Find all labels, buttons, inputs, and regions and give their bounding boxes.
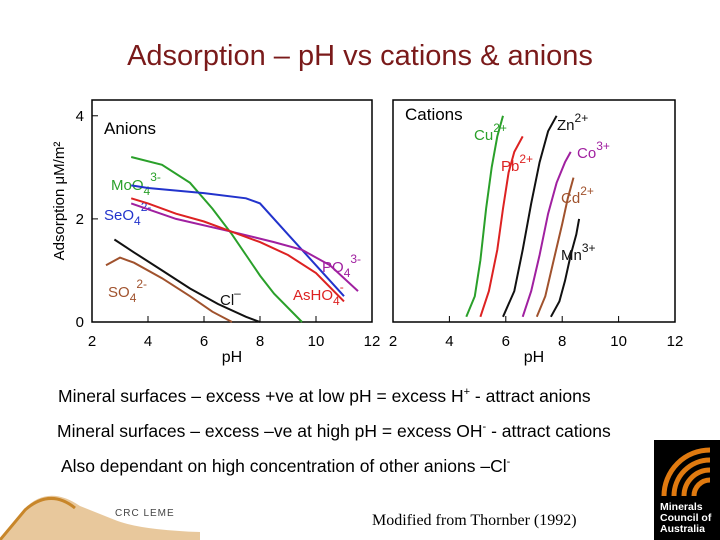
series-label: SeO42- — [104, 200, 151, 228]
bullet-2: Mineral surfaces – excess –ve at high pH… — [57, 421, 611, 442]
panel-cations: 2 4 6 8 10 12pHCationsCu2+Pb2+Zn2+Co3+Cd2+Mn3… — [389, 99, 684, 366]
series-line — [550, 218, 581, 318]
x-tick-label: 6 — [200, 333, 208, 350]
series-label-sub: 4 — [333, 294, 340, 308]
y-tick-label: 2 — [76, 211, 84, 228]
x-tick-label: 12 — [364, 333, 381, 350]
bullet-2-tail: - attract cations — [486, 421, 611, 441]
series-line — [131, 184, 345, 297]
source-credit: Modified from Thornber (1992) — [372, 512, 577, 529]
series-line — [465, 115, 504, 318]
x-tick-label: 10 — [610, 333, 627, 350]
series-line — [535, 177, 575, 318]
series-label-charge: 3- — [150, 170, 161, 184]
bullet-3: Also dependant on high concentration of … — [61, 456, 510, 477]
series-label-charge: 2+ — [519, 152, 533, 166]
y-tick-label: 0 — [76, 314, 84, 331]
series-label: MoO43- — [111, 170, 161, 198]
series-label-name: Pb — [501, 158, 519, 175]
series-label-sub: 4 — [130, 291, 137, 305]
series-label-charge: 3- — [350, 252, 361, 266]
series-label-sub: 4 — [344, 266, 351, 280]
series-label-charge: 2- — [141, 200, 152, 214]
series-label-sub: 4 — [134, 214, 141, 228]
x-axis-label: pH — [524, 349, 544, 366]
bullet-1-sup: + — [463, 386, 471, 399]
crc-leme-text: CRC LEME — [115, 508, 175, 519]
bullet-1: Mineral surfaces – excess +ve at low pH … — [58, 386, 591, 407]
mca-line-3: Australia — [660, 523, 705, 535]
x-tick-label: 8 — [256, 333, 264, 350]
x-tick-label: 2 — [88, 333, 96, 350]
series-label-sub: 4 — [144, 184, 151, 198]
slide-title: Adsorption – pH vs cations & anions — [127, 40, 593, 72]
crc-leme-logo: CRC LEME — [0, 495, 200, 540]
y-tick-label: 4 — [76, 108, 84, 125]
series-label-charge: 2+ — [493, 121, 507, 135]
series-label-charge: - — [340, 280, 344, 294]
series-label-charge: 3+ — [582, 241, 596, 255]
series-line — [130, 156, 303, 323]
series-label-name: Cu — [474, 127, 493, 144]
series-line — [130, 202, 359, 292]
series-label: Cu2+ — [474, 121, 507, 144]
series-label: AsHO4- — [293, 280, 344, 308]
series-label: Cl– — [220, 286, 241, 309]
bullet-2-text: Mineral surfaces – excess –ve at high pH… — [57, 421, 483, 441]
minerals-council-logo: Minerals Council of Australia — [654, 440, 720, 540]
plot-frame — [392, 99, 676, 323]
series-line — [479, 135, 524, 318]
bullet-3-text: Also dependant on high concentration of … — [61, 456, 507, 476]
series-label: PO43- — [322, 252, 361, 280]
series-label: Zn2+ — [557, 111, 588, 134]
series-label-charge: 3+ — [596, 139, 610, 153]
x-tick-label: 4 — [144, 333, 152, 350]
series-line — [113, 238, 261, 323]
panel-title: Cations — [405, 105, 463, 124]
series-label: Mn3+ — [561, 241, 596, 264]
series-line — [521, 151, 572, 318]
series-label-charge: 2- — [136, 277, 147, 291]
y-axis-label: Adsorption μM/m² — [51, 142, 68, 261]
x-tick-label: 4 — [445, 333, 453, 350]
series-label-name: Cl — [220, 292, 234, 309]
panel-title: Anions — [104, 119, 156, 138]
series-label-charge: 2+ — [580, 184, 594, 198]
mca-line-1: Minerals — [660, 501, 703, 513]
series-line — [130, 197, 345, 303]
series-label: Co3+ — [577, 139, 610, 162]
series-label-name: AsHO — [293, 287, 333, 304]
mca-arc-icon — [661, 447, 711, 497]
x-tick-label: 6 — [502, 333, 510, 350]
series-label: SO42- — [108, 277, 147, 305]
x-axis-label: pH — [222, 349, 242, 366]
mca-line-2: Council of — [660, 512, 712, 524]
series-label-name: SeO — [104, 207, 134, 224]
bullet-3-sup: - — [506, 456, 511, 469]
series-label-name: Cd — [561, 190, 580, 207]
series-label-name: MoO — [111, 177, 144, 194]
series-label-name: SO — [108, 284, 130, 301]
series-label-name: Zn — [557, 117, 575, 134]
x-tick-label: 2 — [389, 333, 397, 350]
bullet-1-text: Mineral surfaces – excess +ve at low pH … — [58, 386, 464, 406]
series-label-name: PO — [322, 259, 344, 276]
series-line — [105, 256, 233, 323]
bullet-1-tail: - attract anions — [470, 386, 591, 406]
series-label-charge: – — [234, 286, 241, 300]
series-label-name: Co — [577, 145, 596, 162]
series-label-name: Mn — [561, 247, 582, 264]
x-tick-label: 10 — [308, 333, 325, 350]
series-label-charge: 2+ — [575, 111, 589, 125]
x-tick-label: 8 — [558, 333, 566, 350]
series-label: Cd2+ — [561, 184, 594, 207]
series-line — [502, 115, 558, 318]
bullet-2-sup: - — [482, 421, 487, 434]
x-tick-label: 12 — [667, 333, 684, 350]
series-label: Pb2+ — [501, 152, 533, 175]
